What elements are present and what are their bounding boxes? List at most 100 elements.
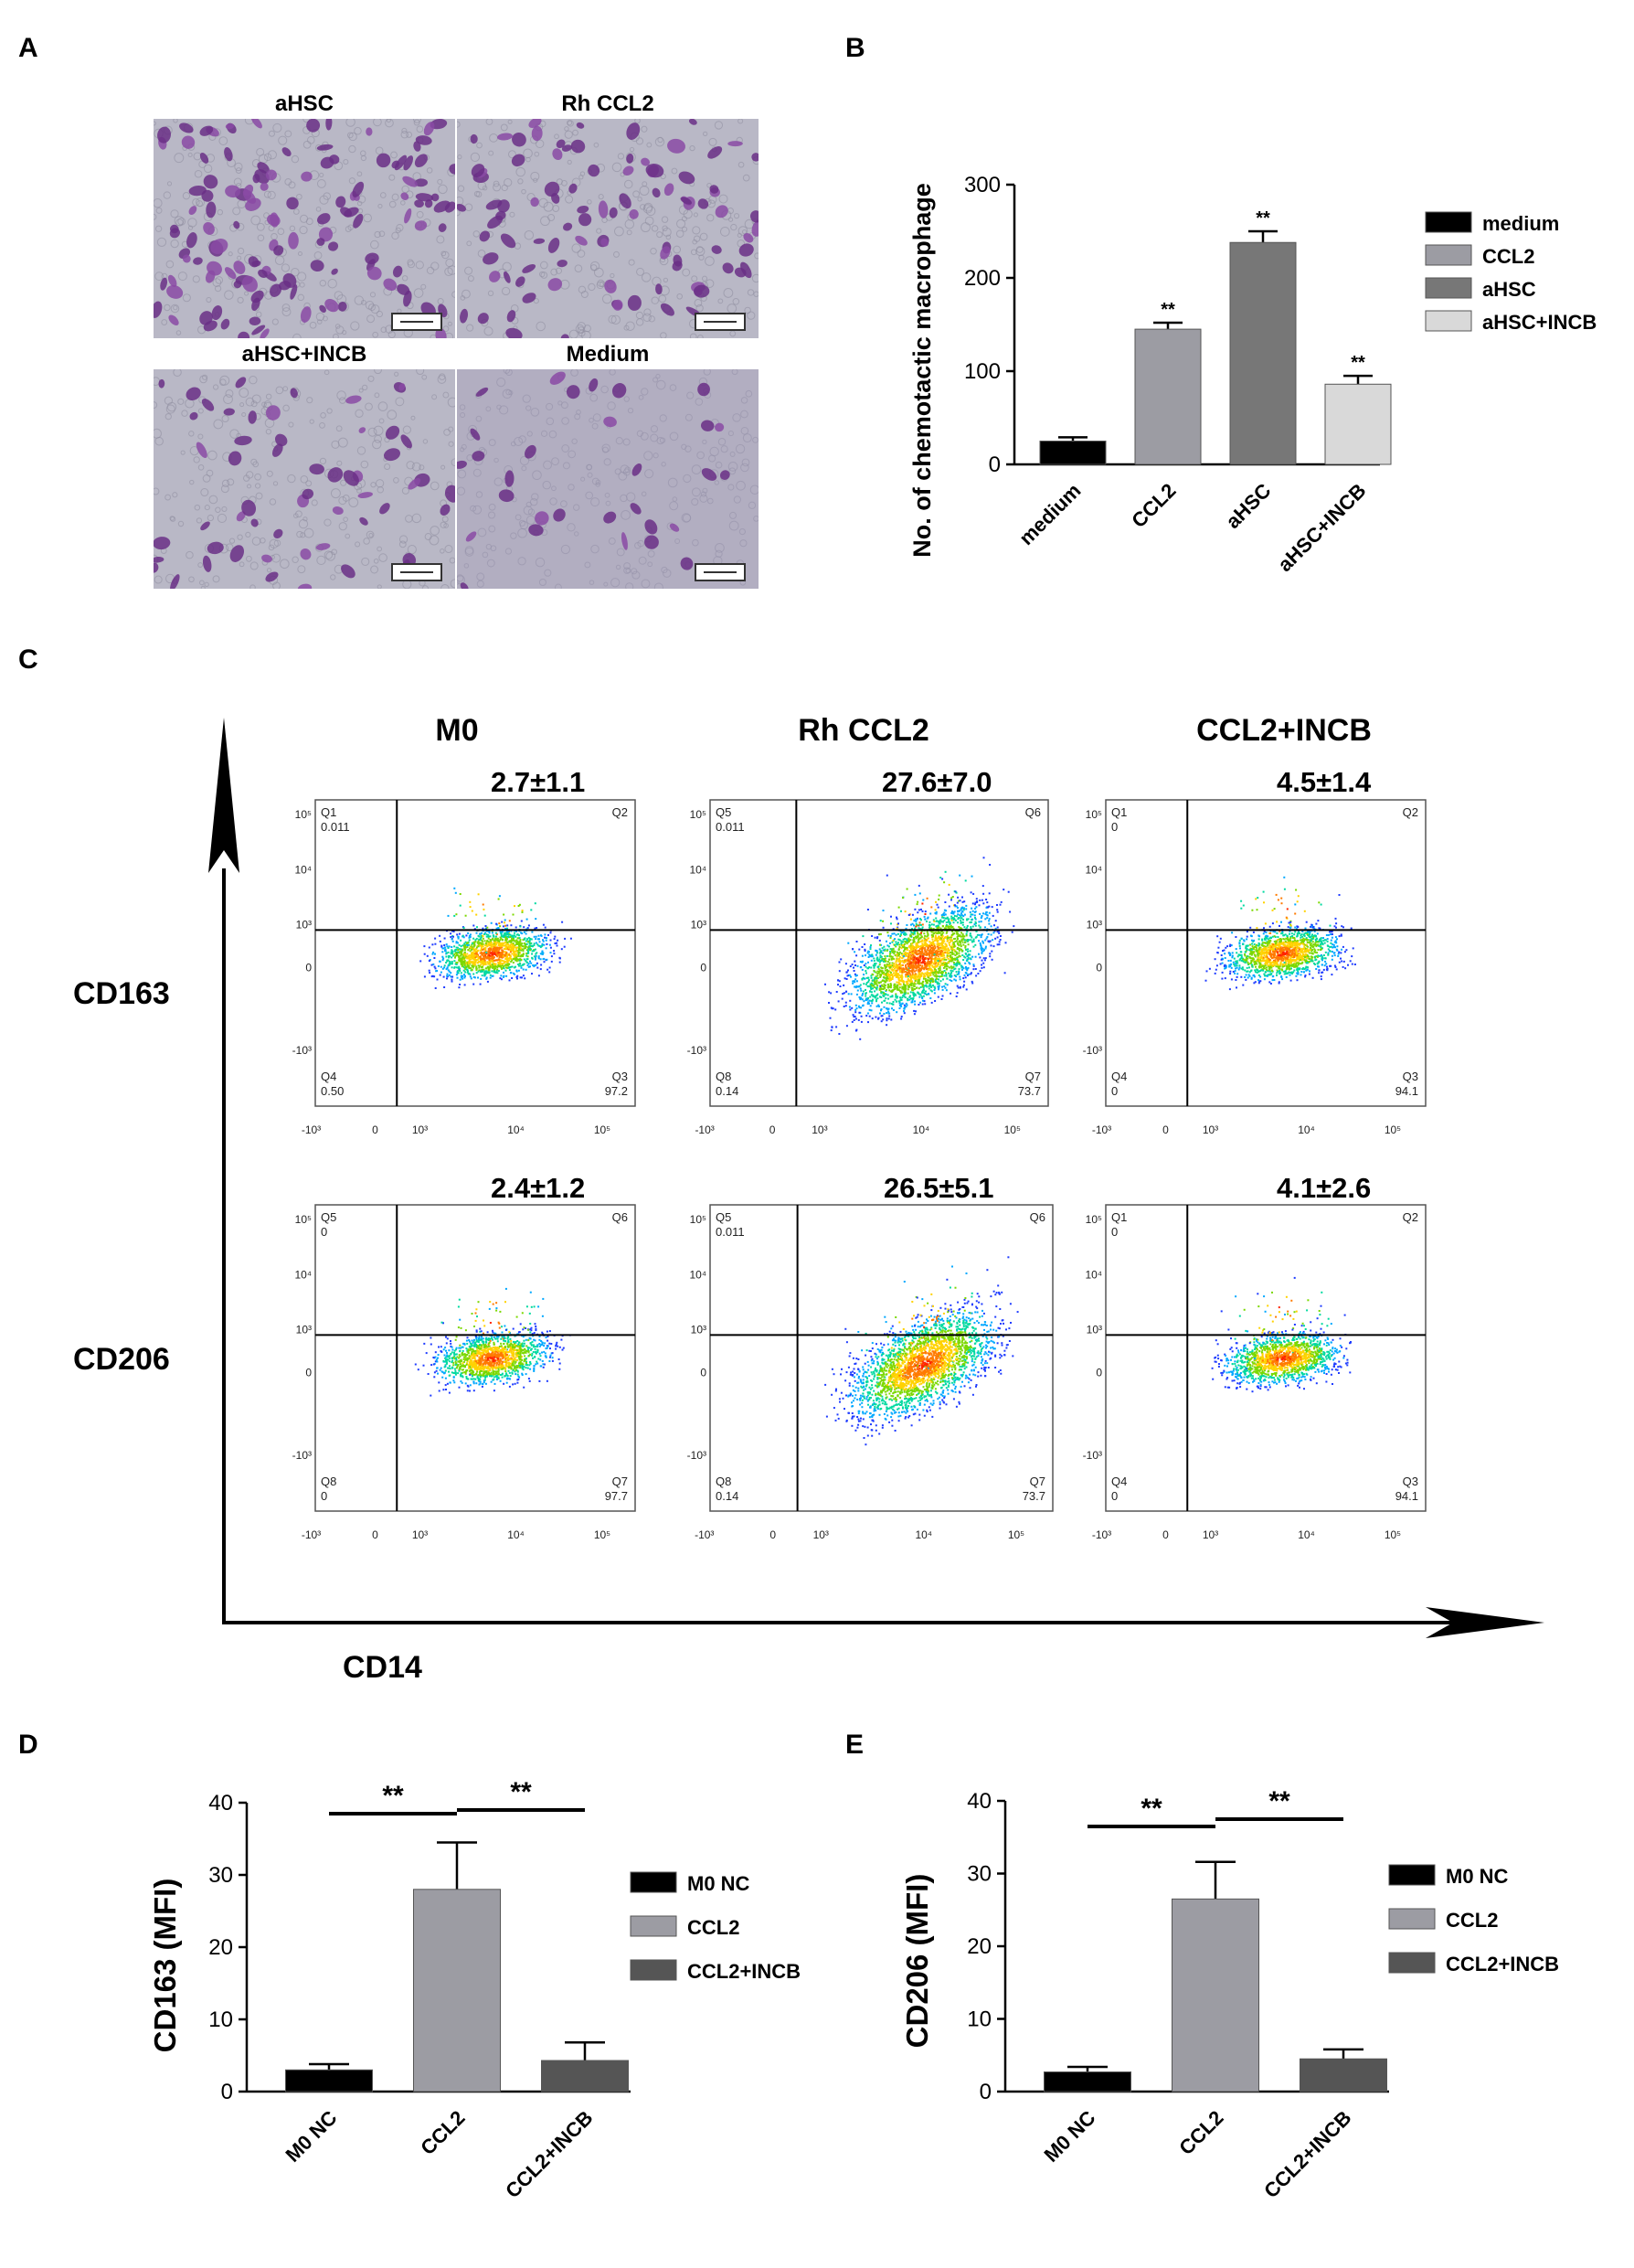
event-dot: [950, 952, 951, 953]
event-dot: [533, 935, 536, 938]
event-dot: [893, 985, 896, 987]
event-dot: [974, 936, 977, 939]
event-dot: [947, 921, 950, 923]
event-dot: [468, 936, 471, 939]
event-dot: [895, 963, 897, 965]
event-dot: [897, 942, 899, 944]
stained-cell: [250, 119, 262, 129]
event-dot: [958, 970, 960, 973]
event-dot: [897, 952, 900, 954]
event-dot: [484, 942, 487, 945]
event-dot: [904, 941, 907, 943]
event-dot: [990, 933, 992, 936]
event-dot: [890, 915, 892, 918]
event-dot: [947, 957, 950, 960]
micrograph-title-ahsc: aHSC: [274, 91, 334, 116]
stained-cell: [234, 435, 252, 446]
event-dot: [1249, 926, 1252, 929]
event-dot: [548, 943, 551, 946]
event-dot: [515, 969, 518, 972]
event-dot: [556, 942, 557, 944]
event-dot: [909, 918, 912, 921]
event-dot: [932, 971, 935, 974]
event-dot: [978, 921, 981, 923]
event-dot: [462, 954, 465, 957]
event-dot: [937, 963, 939, 965]
event-dot: [871, 983, 874, 985]
event-dot: [903, 946, 906, 949]
x-tick-label: 10³: [812, 1123, 827, 1136]
event-dot: [929, 978, 932, 981]
event-dot: [508, 946, 511, 949]
event-dot: [865, 995, 867, 997]
event-dot: [886, 1007, 888, 1010]
event-dot: [519, 958, 522, 961]
event-dot: [493, 971, 495, 973]
event-dot: [851, 1006, 854, 1009]
stained-cell: [528, 119, 542, 129]
stained-cell: [568, 183, 578, 194]
stained-cell: [270, 283, 282, 297]
micrograph-rh-ccl2: [457, 119, 759, 338]
event-dot: [499, 931, 502, 933]
event-dot: [891, 932, 894, 935]
event-dot: [1011, 931, 1013, 933]
event-dot: [864, 950, 866, 952]
event-dot: [549, 939, 552, 942]
event-dot: [457, 972, 460, 974]
event-dot: [938, 985, 940, 987]
event-dot: [533, 950, 536, 953]
event-dot: [903, 983, 905, 985]
stained-cell: [359, 516, 368, 526]
event-dot: [898, 986, 901, 989]
event-dot: [506, 924, 509, 927]
event-dot: [962, 919, 964, 921]
event-dot: [975, 930, 978, 932]
event-dot: [944, 870, 947, 873]
stained-cell: [506, 310, 516, 323]
event-dot: [1254, 981, 1257, 984]
event-dot: [499, 942, 502, 944]
event-dot: [525, 961, 528, 964]
y-tick-label: 0: [305, 962, 312, 974]
event-dot: [918, 959, 920, 962]
event-dot: [493, 947, 495, 950]
event-dot: [942, 966, 945, 969]
event-dot: [915, 950, 918, 953]
event-dot: [897, 988, 898, 991]
event-dot: [907, 979, 910, 982]
stained-cell: [444, 201, 455, 213]
event-dot: [928, 972, 930, 974]
event-dot: [911, 961, 914, 964]
event-dot: [467, 961, 470, 964]
event-dot: [480, 957, 483, 960]
event-dot: [475, 937, 478, 940]
event-dot: [463, 943, 466, 946]
event-dot: [932, 923, 935, 926]
event-dot: [981, 947, 984, 950]
event-dot: [945, 921, 948, 924]
event-dot: [558, 961, 561, 964]
event-dot: [556, 944, 558, 947]
event-dot: [468, 939, 471, 942]
event-dot: [884, 949, 886, 952]
event-dot: [956, 901, 959, 904]
event-dot: [553, 938, 556, 941]
stained-cell: [611, 383, 627, 399]
stained-cell: [701, 468, 717, 481]
event-dot: [1329, 924, 1332, 927]
event-dot: [902, 955, 905, 958]
event-dot: [450, 975, 452, 978]
event-dot: [893, 932, 896, 935]
event-dot: [907, 941, 910, 943]
event-dot: [433, 975, 436, 978]
event-dot: [925, 980, 927, 982]
event-dot: [914, 1000, 916, 1003]
event-dot: [859, 1038, 862, 1040]
event-dot: [937, 924, 939, 927]
event-dot: [451, 949, 453, 952]
stained-cell: [722, 262, 734, 274]
event-dot: [1266, 941, 1268, 943]
event-dot: [499, 939, 502, 942]
